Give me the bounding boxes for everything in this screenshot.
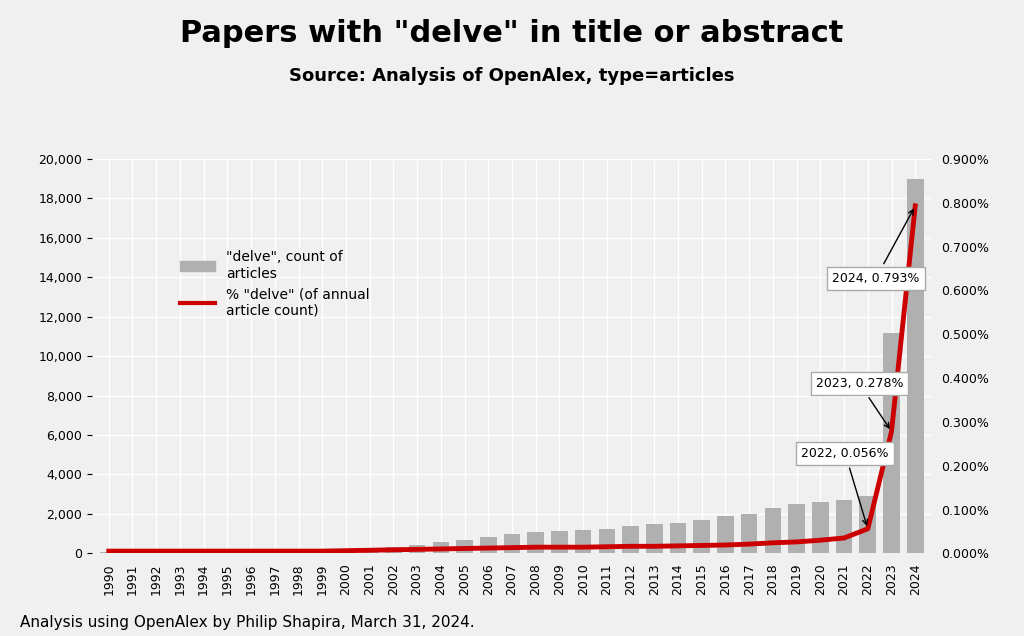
Bar <box>884 333 900 553</box>
Text: 2022, 0.056%: 2022, 0.056% <box>802 447 889 525</box>
Bar <box>480 537 497 553</box>
Bar <box>338 549 354 553</box>
Bar <box>907 179 924 553</box>
Bar <box>457 539 473 553</box>
Bar <box>147 552 165 553</box>
Bar <box>836 500 852 553</box>
Bar <box>646 524 663 553</box>
Bar <box>361 548 378 553</box>
Bar <box>765 508 781 553</box>
Text: 2024, 0.793%: 2024, 0.793% <box>833 210 920 285</box>
Bar <box>574 530 592 553</box>
Bar <box>599 529 615 553</box>
Bar <box>219 551 236 553</box>
Bar <box>266 551 283 553</box>
Bar <box>243 551 259 553</box>
Text: 2023, 0.278%: 2023, 0.278% <box>815 377 903 428</box>
Bar <box>527 532 544 553</box>
Bar <box>196 551 212 553</box>
Bar <box>100 552 117 553</box>
Text: Papers with "delve" in title or abstract: Papers with "delve" in title or abstract <box>180 19 844 48</box>
Bar <box>172 552 188 553</box>
Bar <box>812 502 828 553</box>
Bar <box>693 520 710 553</box>
Bar <box>385 546 401 553</box>
Bar <box>670 523 686 553</box>
Text: Source: Analysis of OpenAlex, type=articles: Source: Analysis of OpenAlex, type=artic… <box>289 67 735 85</box>
Bar <box>788 504 805 553</box>
Bar <box>124 552 140 553</box>
Bar <box>314 550 331 553</box>
Bar <box>290 550 307 553</box>
Bar <box>623 526 639 553</box>
Legend: "delve", count of
articles, % "delve" (of annual
article count): "delve", count of articles, % "delve" (o… <box>175 245 375 323</box>
Text: Analysis using OpenAlex by Philip Shapira, March 31, 2024.: Analysis using OpenAlex by Philip Shapir… <box>20 614 475 630</box>
Bar <box>717 516 734 553</box>
Bar <box>504 534 520 553</box>
Bar <box>432 543 450 553</box>
Bar <box>859 496 877 553</box>
Bar <box>741 514 758 553</box>
Bar <box>409 545 425 553</box>
Bar <box>551 530 567 553</box>
